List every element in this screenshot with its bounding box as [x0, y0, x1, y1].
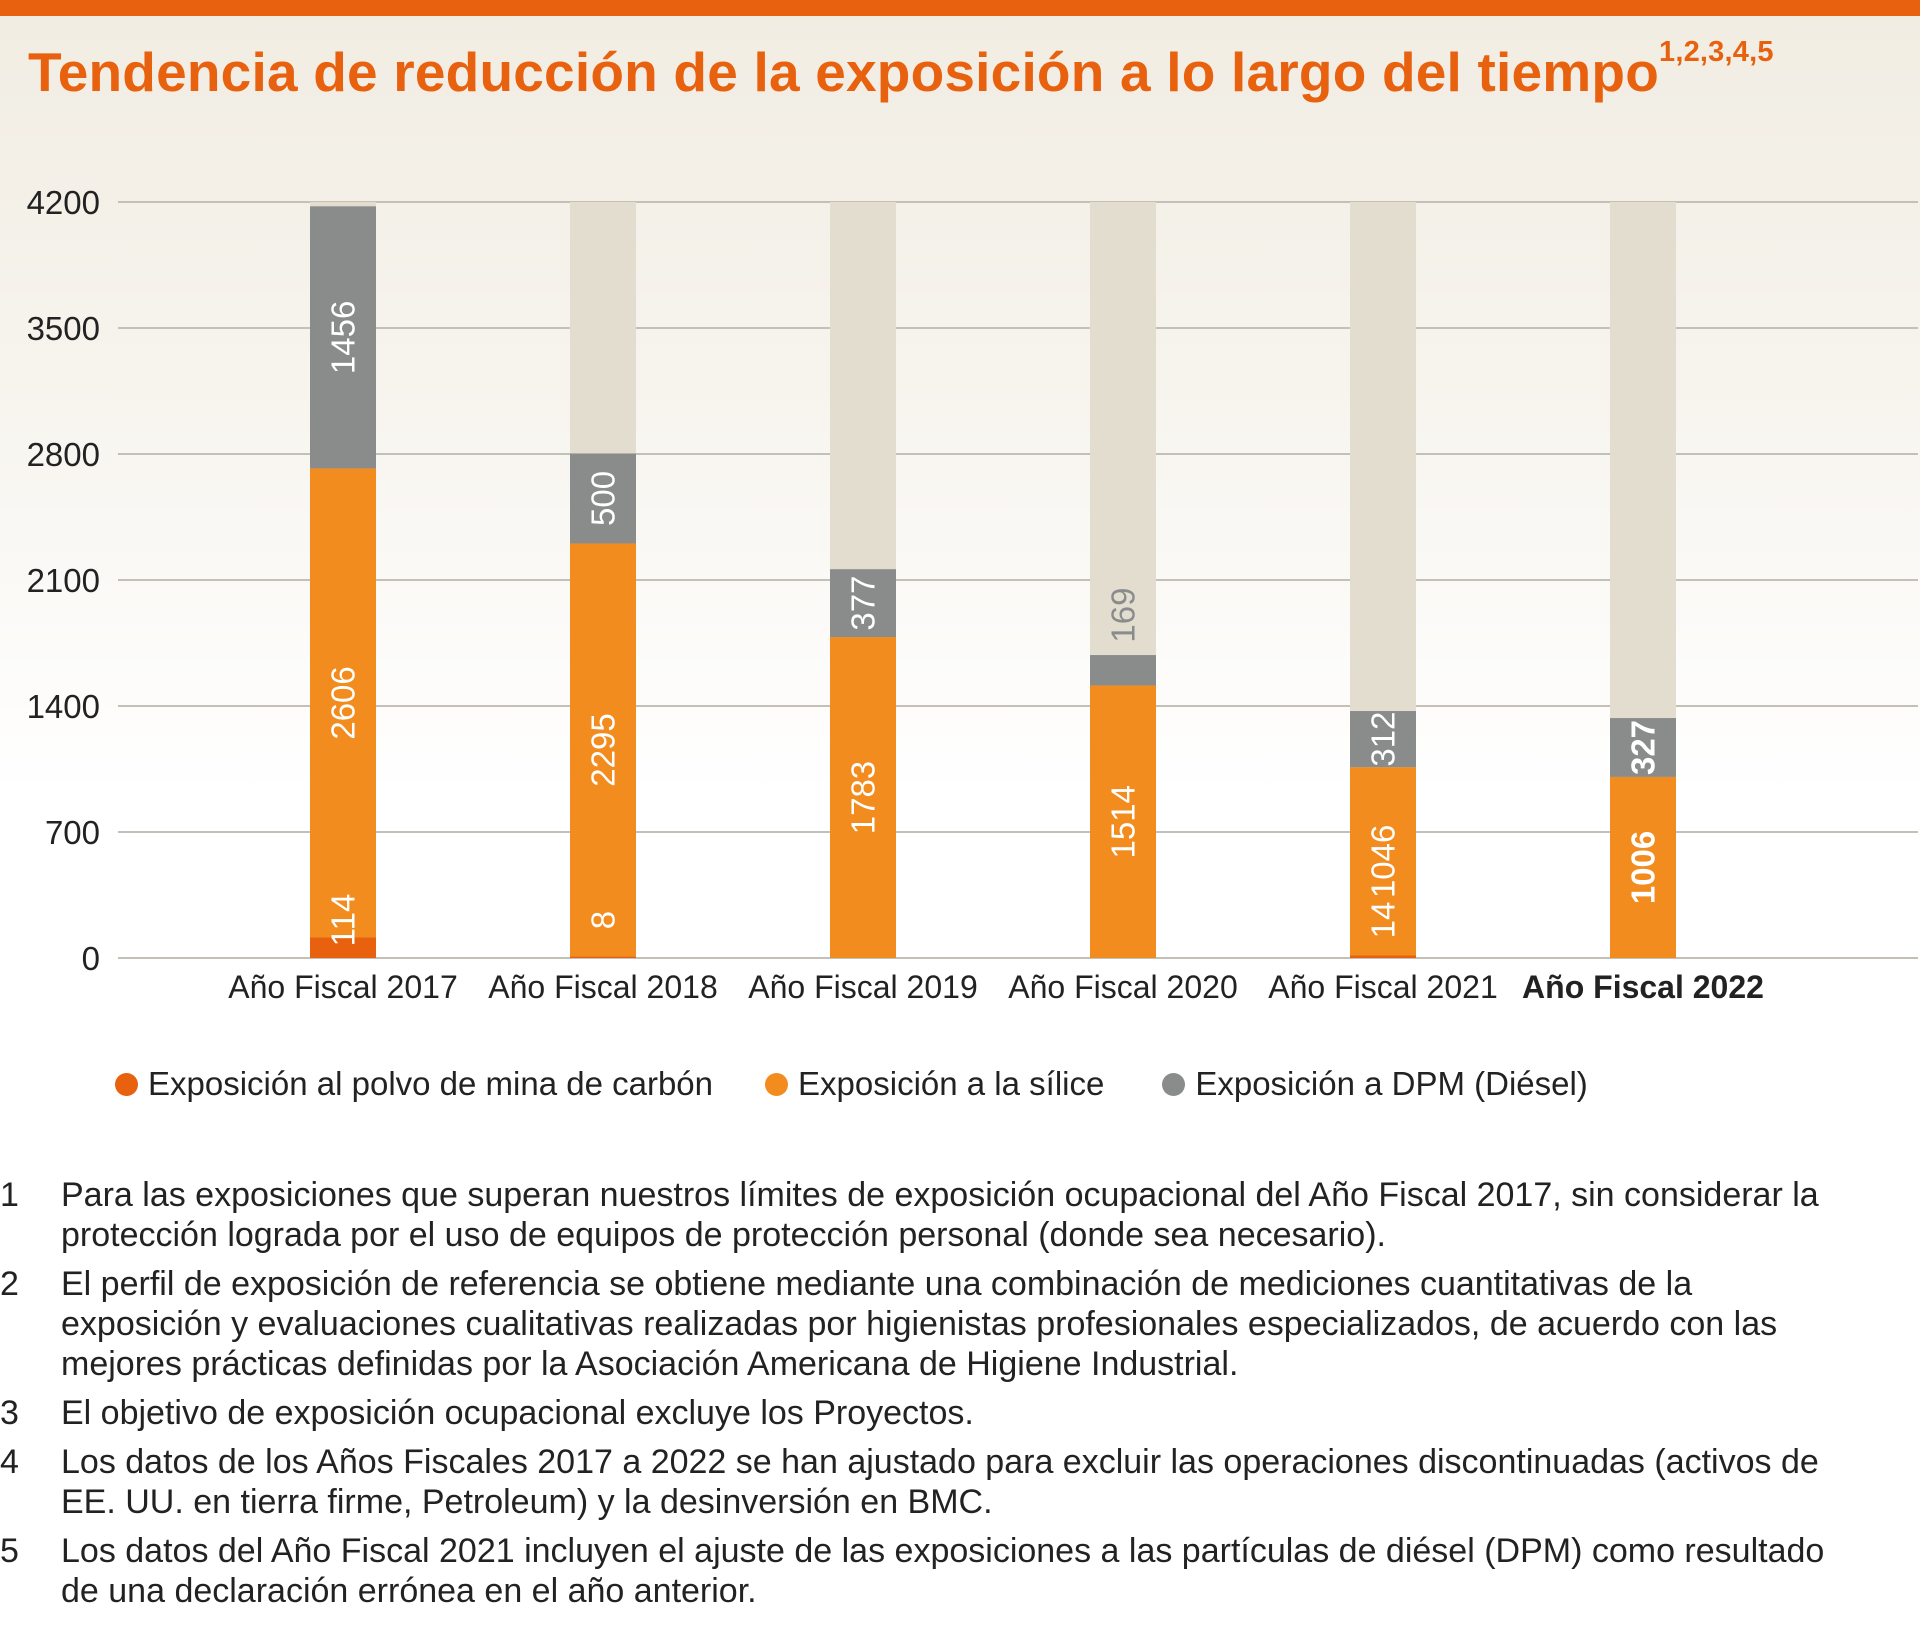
chart-title-text: Tendencia de reducción de la exposición …	[28, 41, 1659, 103]
data-label: 8	[585, 911, 622, 929]
footnote-text: El perfil de exposición de referencia se…	[61, 1265, 1778, 1383]
legend-item-dpm: Exposición a DPM (Diésel)	[1162, 1065, 1588, 1103]
footnote-text: Para las exposiciones que superan nuestr…	[61, 1176, 1819, 1254]
y-tick-label: 1400	[27, 688, 100, 725]
data-label: 377	[845, 576, 882, 631]
legend-swatch-silica	[765, 1072, 789, 1096]
data-label: 2606	[325, 666, 362, 739]
legend-item-silica: Exposición a la sílice	[765, 1065, 1104, 1103]
data-label: 1046	[1365, 825, 1402, 898]
data-label: 14	[1365, 902, 1402, 939]
footnote-text: El objetivo de exposición ocupacional ex…	[61, 1394, 974, 1432]
footnote-1: 1 Para las exposiciones que superan nues…	[0, 1175, 1900, 1255]
x-tick-label: Año Fiscal 2022	[1522, 969, 1764, 1005]
footnote-number: 4	[0, 1443, 19, 1481]
bar-segment	[570, 956, 636, 958]
data-label: 2295	[585, 713, 622, 786]
chart-legend: Exposición al polvo de mina de carbón Ex…	[115, 1062, 1636, 1106]
bar-segment	[830, 637, 896, 958]
bar-segment	[1090, 655, 1156, 686]
chart-title-footnote-refs: 1,2,3,4,5	[1659, 36, 1774, 68]
data-label: 1456	[325, 301, 362, 374]
data-label: 169	[1105, 588, 1142, 643]
legend-swatch-dpm	[1162, 1072, 1186, 1096]
legend-label-dpm: Exposición a DPM (Diésel)	[1195, 1065, 1588, 1102]
bar-segment	[310, 468, 376, 938]
legend-label-coal: Exposición al polvo de mina de carbón	[148, 1065, 714, 1102]
y-tick-label: 3500	[27, 310, 100, 347]
footnote-text: Los datos de los Años Fiscales 2017 a 20…	[61, 1443, 1819, 1521]
data-label: 114	[325, 894, 362, 947]
data-label: 312	[1365, 712, 1402, 767]
bar-segment	[570, 453, 636, 544]
data-label: 1006	[1625, 831, 1662, 904]
top-accent-bar	[0, 0, 1920, 16]
footnote-number: 3	[0, 1394, 19, 1432]
footnote-number: 5	[0, 1532, 19, 1570]
footnote-2: 2 El perfil de exposición de referencia …	[0, 1264, 1900, 1384]
bar-segment	[1610, 776, 1676, 958]
footnotes: 1 Para las exposiciones que superan nues…	[0, 1175, 1900, 1620]
bar-segment	[1350, 767, 1416, 956]
chart-title: Tendencia de reducción de la exposición …	[28, 36, 1774, 104]
legend-swatch-coal	[115, 1072, 138, 1096]
bar-segment	[1350, 955, 1416, 958]
legend-label-silica: Exposición a la sílice	[798, 1065, 1105, 1102]
data-label: 1514	[1105, 785, 1142, 858]
data-label: 327	[1625, 720, 1662, 775]
footnote-4: 4 Los datos de los Años Fiscales 2017 a …	[0, 1442, 1900, 1522]
footnote-number: 1	[0, 1176, 19, 1214]
stacked-bar-chart: 0 700 1400 2100 2800 3500 4200 114 2606 1456 Año F…	[27, 184, 1918, 1005]
footnote-5: 5 Los datos del Año Fiscal 2021 incluyen…	[0, 1531, 1900, 1611]
bar-segment	[1090, 685, 1156, 958]
y-tick-label: 0	[82, 940, 100, 977]
x-tick-label: Año Fiscal 2020	[1008, 969, 1237, 1005]
bar-segment	[310, 206, 376, 469]
y-tick-label: 2100	[27, 562, 100, 599]
data-label: 500	[585, 471, 622, 526]
data-label: 1783	[845, 761, 882, 834]
y-tick-label: 700	[45, 814, 100, 851]
footnote-text: Los datos del Año Fiscal 2021 incluyen e…	[61, 1532, 1825, 1610]
x-tick-label: Año Fiscal 2021	[1268, 969, 1497, 1005]
bar-segment	[1610, 718, 1676, 777]
bar-segment	[570, 543, 636, 957]
x-tick-label: Año Fiscal 2017	[228, 969, 457, 1005]
y-tick-label: 4200	[27, 184, 100, 221]
x-tick-label: Año Fiscal 2019	[748, 969, 977, 1005]
y-tick-label: 2800	[27, 436, 100, 473]
legend-item-coal: Exposición al polvo de mina de carbón	[115, 1065, 713, 1103]
bar-segment	[310, 937, 376, 958]
bar-segment	[830, 569, 896, 638]
bar-segment	[1350, 711, 1416, 768]
x-tick-label: Año Fiscal 2018	[488, 969, 717, 1005]
footnote-3: 3 El objetivo de exposición ocupacional …	[0, 1393, 1900, 1433]
footnote-number: 2	[0, 1265, 19, 1303]
